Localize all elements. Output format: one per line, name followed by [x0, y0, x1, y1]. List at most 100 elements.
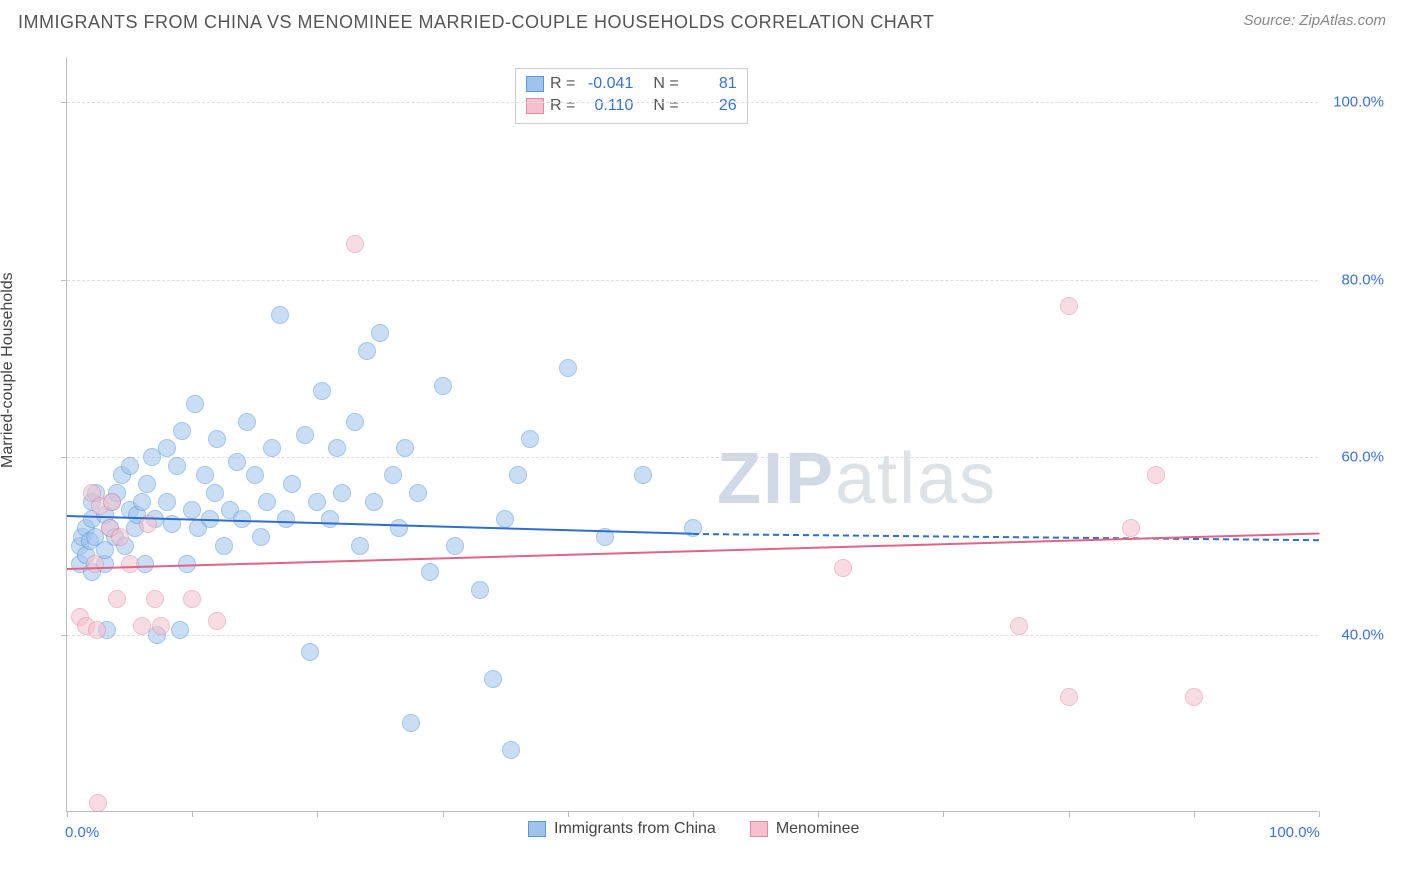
scatter-point	[121, 555, 139, 573]
x-tick	[317, 811, 318, 817]
scatter-point	[365, 493, 383, 511]
scatter-point	[509, 466, 527, 484]
scatter-point	[183, 590, 201, 608]
scatter-point	[168, 457, 186, 475]
scatter-point	[252, 528, 270, 546]
scatter-point	[111, 528, 129, 546]
swatch-icon	[750, 821, 768, 837]
gridline	[67, 280, 1318, 281]
scatter-point	[559, 359, 577, 377]
scatter-point	[283, 475, 301, 493]
y-tick-label: 60.0%	[1341, 449, 1384, 466]
x-tick	[1319, 811, 1320, 817]
swatch-icon	[526, 98, 544, 114]
scatter-point	[409, 484, 427, 502]
scatter-point	[471, 581, 489, 599]
scatter-point	[384, 466, 402, 484]
scatter-point	[196, 466, 214, 484]
scatter-point	[446, 537, 464, 555]
scatter-point	[89, 794, 107, 812]
x-tick	[1069, 811, 1070, 817]
chart-title: IMMIGRANTS FROM CHINA VS MENOMINEE MARRI…	[18, 12, 934, 33]
scatter-point	[86, 555, 104, 573]
scatter-point	[834, 559, 852, 577]
scatter-point	[1060, 297, 1078, 315]
scatter-point	[308, 493, 326, 511]
scatter-point	[138, 475, 156, 493]
scatter-point	[108, 590, 126, 608]
x-tick	[67, 811, 68, 817]
r-value-0: -0.041	[581, 73, 633, 95]
scatter-point	[484, 670, 502, 688]
y-tick-label: 100.0%	[1333, 94, 1384, 111]
scatter-point	[215, 537, 233, 555]
scatter-point	[402, 714, 420, 732]
x-tick-label: 100.0%	[1269, 824, 1320, 841]
n-value-1: 26	[685, 95, 737, 117]
scatter-point	[396, 439, 414, 457]
watermark: ZIPatlas	[717, 438, 997, 520]
scatter-point	[346, 413, 364, 431]
scatter-point	[277, 510, 295, 528]
scatter-point	[271, 306, 289, 324]
scatter-point	[1060, 688, 1078, 706]
scatter-point	[421, 563, 439, 581]
scatter-point	[496, 510, 514, 528]
swatch-icon	[528, 821, 546, 837]
scatter-point	[186, 395, 204, 413]
scatter-point	[173, 422, 191, 440]
scatter-point	[313, 382, 331, 400]
scatter-point	[228, 453, 246, 471]
gridline	[67, 635, 1318, 636]
scatter-point	[333, 484, 351, 502]
legend-item-1: Menominee	[750, 820, 860, 838]
scatter-point	[358, 342, 376, 360]
gridline	[67, 102, 1318, 103]
scatter-point	[171, 621, 189, 639]
scatter-point	[246, 466, 264, 484]
scatter-point	[1122, 519, 1140, 537]
source-attribution: Source: ZipAtlas.com	[1243, 12, 1386, 29]
r-value-1: 0.110	[581, 95, 633, 117]
scatter-point	[371, 324, 389, 342]
scatter-point	[133, 493, 151, 511]
scatter-point	[521, 430, 539, 448]
scatter-point	[1185, 688, 1203, 706]
x-tick	[693, 811, 694, 817]
scatter-point	[301, 643, 319, 661]
y-tick-label: 80.0%	[1341, 271, 1384, 288]
scatter-point	[351, 537, 369, 555]
x-tick-label: 0.0%	[65, 824, 99, 841]
chart-container: Married-couple Households ZIPatlas R = -…	[18, 48, 1388, 852]
scatter-point	[133, 617, 151, 635]
scatter-point	[88, 621, 106, 639]
x-tick	[568, 811, 569, 817]
scatter-point	[634, 466, 652, 484]
x-tick	[1194, 811, 1195, 817]
legend: Immigrants from China Menominee	[528, 820, 859, 838]
legend-label: Immigrants from China	[554, 820, 716, 838]
scatter-point	[238, 413, 256, 431]
stat-row-series-1: R = 0.110 N = 26	[526, 95, 737, 117]
scatter-point	[1147, 466, 1165, 484]
y-axis-label: Married-couple Households	[0, 272, 17, 468]
scatter-point	[183, 501, 201, 519]
scatter-point	[158, 493, 176, 511]
scatter-point	[1010, 617, 1028, 635]
scatter-point	[502, 741, 520, 759]
correlation-stat-box: R = -0.041 N = 81 R = 0.110 N = 26	[515, 68, 748, 124]
gridline	[67, 457, 1318, 458]
scatter-point	[146, 590, 164, 608]
scatter-point	[390, 519, 408, 537]
scatter-point	[258, 493, 276, 511]
x-tick	[818, 811, 819, 817]
x-tick	[943, 811, 944, 817]
stat-row-series-0: R = -0.041 N = 81	[526, 73, 737, 95]
scatter-point	[103, 493, 121, 511]
scatter-point	[263, 439, 281, 457]
plot-area: ZIPatlas R = -0.041 N = 81 R = 0.110 N =…	[66, 58, 1318, 812]
legend-item-0: Immigrants from China	[528, 820, 716, 838]
scatter-point	[121, 457, 139, 475]
scatter-point	[346, 235, 364, 253]
swatch-icon	[526, 76, 544, 92]
